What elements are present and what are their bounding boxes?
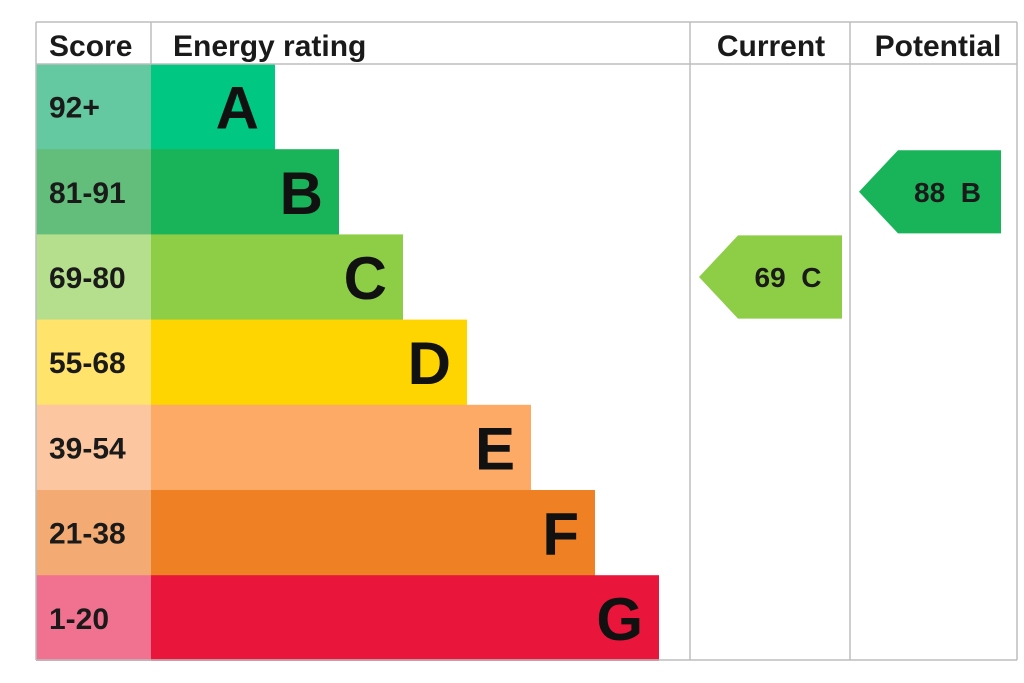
header-score: Score bbox=[49, 30, 132, 63]
band-letter-e: E bbox=[475, 415, 515, 482]
potential-rating-label: 88 B bbox=[914, 177, 981, 208]
header-current: Current bbox=[717, 30, 825, 63]
score-cell-a bbox=[36, 64, 151, 150]
score-cell-e bbox=[36, 404, 151, 491]
score-cell-c bbox=[36, 234, 151, 321]
score-range-d: 55-68 bbox=[49, 347, 126, 380]
band-letter-d: D bbox=[408, 330, 451, 397]
band-letter-g: G bbox=[596, 586, 643, 653]
score-range-c: 69-80 bbox=[49, 262, 126, 295]
band-letter-f: F bbox=[542, 501, 579, 568]
score-range-f: 21-38 bbox=[49, 518, 126, 551]
rating-indicators: 69 C 88 B bbox=[699, 150, 1001, 319]
band-letter-c: C bbox=[344, 245, 387, 312]
table-grid bbox=[35, 21, 1018, 661]
score-cell-b bbox=[36, 149, 151, 235]
score-range-a: 92+ bbox=[49, 92, 100, 125]
score-cell-f bbox=[36, 490, 151, 576]
band-bar-e bbox=[151, 404, 531, 491]
score-range-g: 1-20 bbox=[49, 603, 109, 636]
header-energy-rating: Energy rating bbox=[173, 30, 366, 63]
band-bar-c bbox=[151, 234, 403, 321]
band-bar-g bbox=[151, 575, 659, 661]
band-bar-b bbox=[151, 149, 339, 235]
band-letter-a: A bbox=[216, 75, 259, 142]
score-range-b: 81-91 bbox=[49, 177, 126, 210]
band-bar-a bbox=[151, 64, 275, 150]
band-bar-f bbox=[151, 490, 595, 576]
score-range-e: 39-54 bbox=[49, 432, 126, 465]
score-cell-d bbox=[36, 319, 151, 406]
potential-rating-arrow bbox=[859, 150, 1001, 234]
header-potential: Potential bbox=[875, 30, 1002, 63]
rating-bands: 92+ A 81-91 B 69-80 C 55-68 D 39-54 E 21-38 F 1-20 G bbox=[36, 64, 659, 661]
band-bar-d bbox=[151, 319, 467, 406]
current-rating-arrow bbox=[699, 235, 842, 319]
score-cell-g bbox=[36, 575, 151, 661]
current-rating-label: 69 C bbox=[755, 262, 822, 293]
band-letter-b: B bbox=[280, 160, 323, 227]
